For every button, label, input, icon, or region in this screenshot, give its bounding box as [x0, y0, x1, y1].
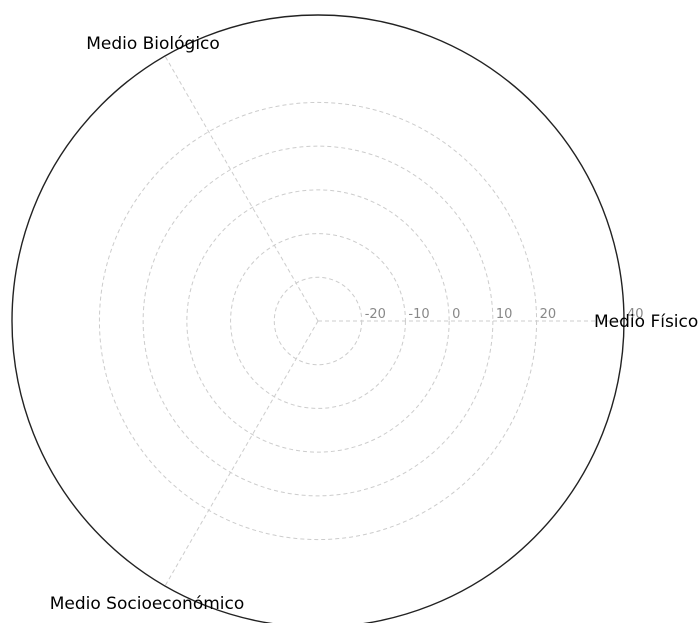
tick-label: 20: [540, 307, 557, 322]
axis-label-medio-biologico: Medio Biológico: [86, 34, 220, 54]
axis-label-medio-fisico: Medio Físico: [594, 312, 698, 332]
axis-label-medio-socioeconomico: Medio Socioeconómico: [50, 594, 245, 614]
tick-label: 0: [452, 307, 460, 322]
grid-ring: [142, 145, 494, 497]
axis-spoke: [164, 320, 319, 587]
tick-label: 40: [627, 307, 644, 322]
axis-spoke: [164, 55, 319, 322]
spokes: [164, 55, 624, 587]
tick-labels: -20 -10 0 10 20 40: [365, 307, 644, 322]
tick-label: 10: [496, 307, 513, 322]
outer-frame: [11, 14, 625, 623]
grid-ring: [186, 189, 450, 453]
tick-label: -20: [365, 307, 386, 322]
tick-label: -10: [408, 307, 429, 322]
axis-labels: Medio Físico Medio Biológico Medio Socio…: [50, 34, 699, 614]
